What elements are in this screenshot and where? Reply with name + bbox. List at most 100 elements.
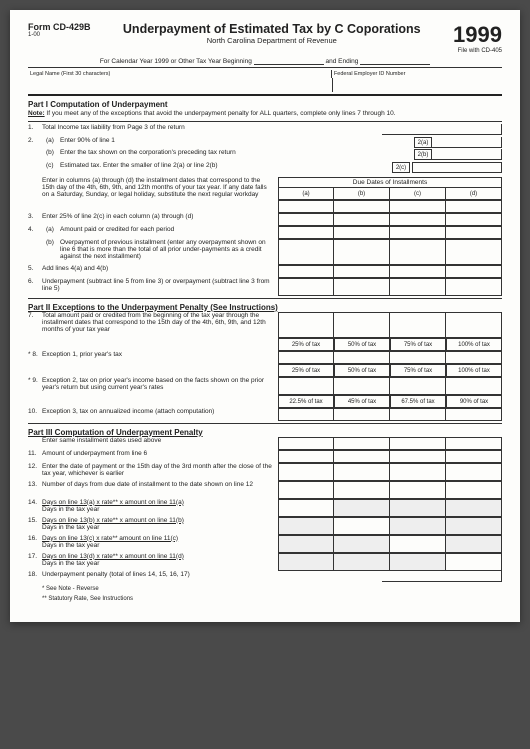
l12-a[interactable] xyxy=(278,463,334,481)
l11-a[interactable] xyxy=(278,450,334,463)
l9-b[interactable] xyxy=(334,377,390,395)
l10-a[interactable] xyxy=(278,408,334,421)
part3-heading: Part III Computation of Underpayment Pen… xyxy=(28,428,502,437)
date-a[interactable] xyxy=(278,200,334,213)
l11-c[interactable] xyxy=(390,450,446,463)
l12-c[interactable] xyxy=(390,463,446,481)
l17-a xyxy=(278,553,334,571)
date-b[interactable] xyxy=(334,200,390,213)
date-d[interactable] xyxy=(446,200,502,213)
pct8-d: 100% of tax xyxy=(446,364,502,377)
l4b-b[interactable] xyxy=(334,239,390,265)
fein-field[interactable] xyxy=(333,78,502,92)
l17-d[interactable] xyxy=(446,553,502,571)
l6-b[interactable] xyxy=(334,278,390,296)
l17-c xyxy=(390,553,446,571)
line8-text: Exception 1, prior year's tax xyxy=(42,351,122,364)
line-1: 1. Total Income tax liability from Page … xyxy=(28,124,502,135)
l6-c[interactable] xyxy=(390,278,446,296)
l4a-d[interactable] xyxy=(446,226,502,239)
l13-d[interactable] xyxy=(446,481,502,499)
l16-c[interactable] xyxy=(390,535,446,553)
end-date-field[interactable] xyxy=(360,64,430,65)
l4b-d[interactable] xyxy=(446,239,502,265)
l14-d xyxy=(446,499,502,517)
l8-c[interactable] xyxy=(390,351,446,364)
cal-prefix: For Calendar Year 1999 or Other Tax Year… xyxy=(100,58,252,65)
l12-d[interactable] xyxy=(446,463,502,481)
box-2b-label: 2(b) xyxy=(414,149,432,160)
l8-b[interactable] xyxy=(334,351,390,364)
l14-a[interactable] xyxy=(278,499,334,517)
p3-date-b[interactable] xyxy=(334,437,390,450)
l3-a[interactable] xyxy=(278,213,334,226)
l9-c[interactable] xyxy=(390,377,446,395)
p3-date-a[interactable] xyxy=(278,437,334,450)
pct9-b: 45% of tax xyxy=(334,395,390,408)
l5-c[interactable] xyxy=(390,265,446,278)
l11-b[interactable] xyxy=(334,450,390,463)
col-b-hdr: (b) xyxy=(334,187,390,200)
l10-c[interactable] xyxy=(390,408,446,421)
l10-b[interactable] xyxy=(334,408,390,421)
line2b-amount[interactable] xyxy=(432,149,502,160)
line-2c: (c) Estimated tax. Enter the smaller of … xyxy=(28,162,502,173)
legal-name-field[interactable] xyxy=(28,78,333,92)
l11-d[interactable] xyxy=(446,450,502,463)
p3-date-d[interactable] xyxy=(446,437,502,450)
num-18: 18. xyxy=(28,571,42,582)
l7-a[interactable] xyxy=(278,312,334,338)
p3-date-c[interactable] xyxy=(390,437,446,450)
l3-b[interactable] xyxy=(334,213,390,226)
l7-c[interactable] xyxy=(390,312,446,338)
l6-d[interactable] xyxy=(446,278,502,296)
l3-d[interactable] xyxy=(446,213,502,226)
l4a-c[interactable] xyxy=(390,226,446,239)
line1-amount[interactable] xyxy=(382,124,502,135)
form-title: Underpayment of Estimated Tax by C Copor… xyxy=(99,22,446,36)
l12-b[interactable] xyxy=(334,463,390,481)
l4a-a[interactable] xyxy=(278,226,334,239)
l5-d[interactable] xyxy=(446,265,502,278)
l15-b[interactable] xyxy=(334,517,390,535)
line6-text: Underpayment (subtract line 5 from line … xyxy=(42,278,274,296)
line2c-amount[interactable] xyxy=(412,162,502,173)
num-15: 15. xyxy=(28,517,42,535)
l13-c[interactable] xyxy=(390,481,446,499)
l9-d[interactable] xyxy=(446,377,502,395)
l6-a[interactable] xyxy=(278,278,334,296)
footnote-2: ** Statutory Rate, See Instructions xyxy=(28,596,502,602)
line18-amount[interactable] xyxy=(382,571,502,582)
l5-b[interactable] xyxy=(334,265,390,278)
form-subtitle: North Carolina Department of Revenue xyxy=(99,36,446,45)
date-c[interactable] xyxy=(390,200,446,213)
l5-a[interactable] xyxy=(278,265,334,278)
form-code: Form CD-429B xyxy=(28,22,91,32)
l4b-a[interactable] xyxy=(278,239,334,265)
l13-b[interactable] xyxy=(334,481,390,499)
l7-d[interactable] xyxy=(446,312,502,338)
num-5: 5. xyxy=(28,265,42,278)
begin-date-field[interactable] xyxy=(254,64,324,65)
l4b-c[interactable] xyxy=(390,239,446,265)
l9-a[interactable] xyxy=(278,377,334,395)
l13-a[interactable] xyxy=(278,481,334,499)
line2a-amount[interactable] xyxy=(432,137,502,148)
l8-d[interactable] xyxy=(446,351,502,364)
l15-c xyxy=(390,517,446,535)
l8-a[interactable] xyxy=(278,351,334,364)
denom-14: Days in the tax year xyxy=(42,506,99,513)
l10-d[interactable] xyxy=(446,408,502,421)
l7-b[interactable] xyxy=(334,312,390,338)
l16-b xyxy=(334,535,390,553)
l17-b xyxy=(334,553,390,571)
l3-c[interactable] xyxy=(390,213,446,226)
sub-4b: (b) xyxy=(42,239,60,265)
num-3: 3. xyxy=(28,213,42,226)
num-1: 1. xyxy=(28,124,42,131)
pct7-c: 75% of tax xyxy=(390,338,446,351)
l4a-b[interactable] xyxy=(334,226,390,239)
line14-text: Days on line 13(a) x rate** x amount on … xyxy=(42,499,184,506)
num-7: 7. xyxy=(28,312,42,338)
columns-intro: Enter in columns (a) through (d) the ins… xyxy=(42,177,274,198)
